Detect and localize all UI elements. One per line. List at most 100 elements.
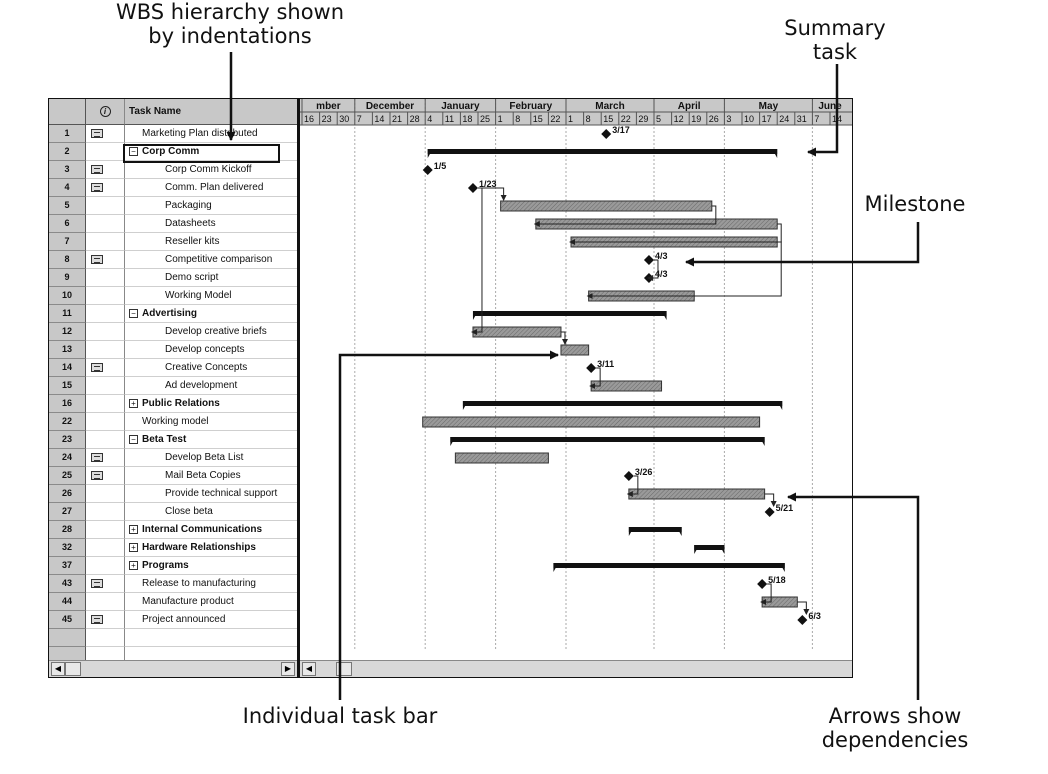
milestone-diamond-14[interactable] — [586, 363, 597, 373]
note-icon[interactable] — [91, 615, 103, 624]
task-name-cell[interactable]: Close beta — [125, 503, 297, 521]
task-name-cell[interactable]: Working Model — [125, 287, 297, 305]
row-number[interactable]: 1 — [49, 125, 86, 143]
row-number[interactable]: 44 — [49, 593, 86, 611]
note-icon[interactable] — [91, 363, 103, 372]
row-number[interactable]: 9 — [49, 269, 86, 287]
task-row-6[interactable]: 6 Datasheets — [49, 215, 297, 233]
task-name-cell[interactable]: Demo script — [125, 269, 297, 287]
task-name-cell[interactable]: Working model — [125, 413, 297, 431]
task-name-cell[interactable]: Comm. Plan delivered — [125, 179, 297, 197]
chart-horizontal-scrollbar[interactable]: ◀ — [300, 660, 852, 677]
collapse-icon[interactable]: − — [129, 147, 138, 156]
grid-horizontal-scrollbar[interactable]: ◀ ▶ — [49, 660, 297, 677]
task-name-cell[interactable]: Marketing Plan distributed — [125, 125, 297, 143]
collapse-icon[interactable]: − — [129, 435, 138, 444]
row-number[interactable]: 10 — [49, 287, 86, 305]
task-bar-15[interactable] — [590, 380, 663, 392]
task-row-7[interactable]: 7 Reseller kits — [49, 233, 297, 251]
task-row-15[interactable]: 15 Ad development — [49, 377, 297, 395]
task-name-column-header[interactable]: Task Name — [125, 99, 297, 125]
task-row-13[interactable]: 13 Develop concepts — [49, 341, 297, 359]
expand-icon[interactable]: + — [129, 399, 138, 408]
expand-icon[interactable]: + — [129, 525, 138, 534]
task-row-1[interactable]: 1 Marketing Plan distributed — [49, 125, 297, 143]
row-number[interactable]: 16 — [49, 395, 86, 413]
task-name-cell[interactable]: Corp Comm Kickoff — [125, 161, 297, 179]
summary-bar-28[interactable] — [628, 527, 682, 536]
task-name-cell[interactable]: Release to manufacturing — [125, 575, 297, 593]
pane-splitter[interactable] — [297, 99, 300, 677]
task-name-cell[interactable]: Reseller kits — [125, 233, 297, 251]
note-icon[interactable] — [91, 183, 103, 192]
summary-bar-23[interactable] — [450, 437, 765, 446]
scroll-left-icon[interactable]: ◀ — [51, 662, 65, 676]
row-number[interactable]: 15 — [49, 377, 86, 395]
task-name-cell[interactable]: Datasheets — [125, 215, 297, 233]
note-icon[interactable] — [91, 129, 103, 138]
summary-bar-32[interactable] — [694, 545, 725, 554]
task-row-44[interactable]: 44 Manufacture product — [49, 593, 297, 611]
indicator-column-header[interactable]: i — [86, 99, 125, 125]
note-icon[interactable] — [91, 471, 103, 480]
task-bar-22[interactable] — [422, 416, 761, 428]
task-row-16[interactable]: 16 + Public Relations — [49, 395, 297, 413]
expand-icon[interactable]: + — [129, 561, 138, 570]
milestone-diamond-4[interactable] — [467, 183, 478, 193]
row-number[interactable]: 2 — [49, 143, 86, 161]
row-number[interactable] — [49, 629, 86, 647]
task-row-3[interactable]: 3 Corp Comm Kickoff — [49, 161, 297, 179]
task-name-cell[interactable]: Packaging — [125, 197, 297, 215]
task-bar-24[interactable] — [454, 452, 549, 464]
chart-scroll-left-icon[interactable]: ◀ — [302, 662, 316, 676]
task-name-cell[interactable]: Develop Beta List — [125, 449, 297, 467]
task-name-cell[interactable]: Competitive comparison — [125, 251, 297, 269]
milestone-diamond-27[interactable] — [764, 507, 775, 517]
summary-bar-37[interactable] — [553, 563, 785, 572]
task-name-cell[interactable]: Ad development — [125, 377, 297, 395]
summary-bar-2[interactable] — [427, 149, 778, 158]
task-bar-13[interactable] — [560, 344, 590, 356]
note-icon[interactable] — [91, 453, 103, 462]
empty-row[interactable] — [49, 629, 297, 647]
milestone-diamond-45[interactable] — [797, 615, 808, 625]
note-icon[interactable] — [91, 165, 103, 174]
task-row-32[interactable]: 32 + Hardware Relationships — [49, 539, 297, 557]
row-number[interactable]: 4 — [49, 179, 86, 197]
task-row-8[interactable]: 8 Competitive comparison — [49, 251, 297, 269]
row-number[interactable]: 24 — [49, 449, 86, 467]
task-name-cell[interactable]: Develop creative briefs — [125, 323, 297, 341]
row-number[interactable]: 37 — [49, 557, 86, 575]
row-number[interactable]: 23 — [49, 431, 86, 449]
task-row-25[interactable]: 25 Mail Beta Copies — [49, 467, 297, 485]
task-bar-26[interactable] — [628, 488, 766, 500]
task-name-cell[interactable]: Creative Concepts — [125, 359, 297, 377]
row-number[interactable]: 12 — [49, 323, 86, 341]
row-number[interactable]: 32 — [49, 539, 86, 557]
task-name-cell[interactable]: Project announced — [125, 611, 297, 629]
task-row-5[interactable]: 5 Packaging — [49, 197, 297, 215]
milestone-diamond-43[interactable] — [757, 579, 768, 589]
task-row-27[interactable]: 27 Close beta — [49, 503, 297, 521]
task-row-24[interactable]: 24 Develop Beta List — [49, 449, 297, 467]
summary-bar-11[interactable] — [472, 311, 667, 320]
milestone-diamond-8[interactable] — [643, 255, 654, 265]
row-number[interactable]: 28 — [49, 521, 86, 539]
row-number[interactable]: 7 — [49, 233, 86, 251]
row-number[interactable]: 6 — [49, 215, 86, 233]
task-row-11[interactable]: 11 − Advertising — [49, 305, 297, 323]
collapse-icon[interactable]: − — [129, 309, 138, 318]
note-icon[interactable] — [91, 255, 103, 264]
note-icon[interactable] — [91, 579, 103, 588]
row-number[interactable]: 45 — [49, 611, 86, 629]
row-number[interactable]: 43 — [49, 575, 86, 593]
task-name-cell[interactable]: Mail Beta Copies — [125, 467, 297, 485]
task-name-cell[interactable]: − Beta Test — [125, 431, 297, 449]
task-name-cell[interactable] — [125, 629, 297, 647]
row-number[interactable]: 25 — [49, 467, 86, 485]
milestone-diamond-25[interactable] — [623, 471, 634, 481]
task-row-2[interactable]: 2 − Corp Comm — [49, 143, 297, 161]
task-row-23[interactable]: 23 − Beta Test — [49, 431, 297, 449]
row-number[interactable]: 22 — [49, 413, 86, 431]
task-row-22[interactable]: 22 Working model — [49, 413, 297, 431]
